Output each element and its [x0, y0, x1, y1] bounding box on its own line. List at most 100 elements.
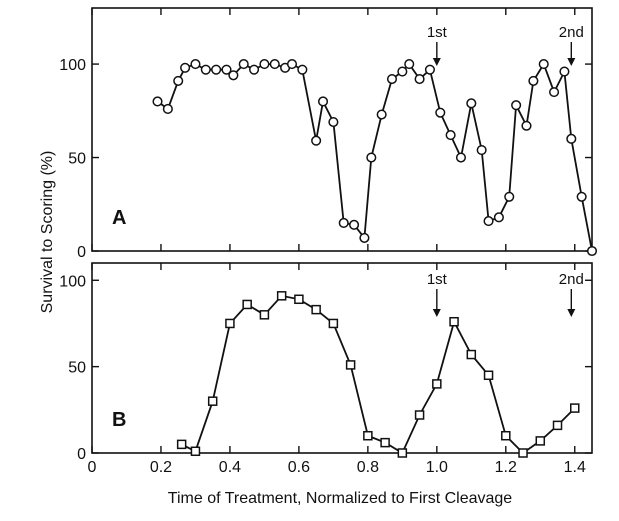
data-point: [493, 212, 504, 223]
annotation-arrow-head: [567, 309, 576, 317]
data-point: [190, 59, 201, 70]
data-point: [538, 59, 549, 70]
data-point: [445, 130, 456, 141]
data-point: [228, 70, 239, 81]
panel-letter: A: [112, 207, 126, 229]
data-point: [366, 152, 377, 163]
x-tick-label: 0.2: [150, 459, 172, 476]
data-point: [424, 64, 435, 75]
data-point: [152, 96, 163, 107]
data-point: [311, 135, 322, 146]
data-point: [190, 446, 201, 457]
y-tick-label: 100: [59, 57, 86, 74]
data-point: [386, 73, 398, 85]
series-line: [181, 294, 576, 455]
data-point: [549, 87, 560, 98]
data-point: [176, 439, 187, 450]
data-point: [162, 103, 173, 114]
data-point: [200, 64, 211, 75]
data-point: [559, 66, 570, 77]
annotation-label: 2nd: [559, 271, 584, 288]
plot-frame: [91, 7, 593, 252]
plot-frame: [91, 262, 593, 454]
x-tick-label: 1.2: [495, 459, 517, 476]
x-tick-label: 0: [88, 459, 97, 476]
data-point: [259, 59, 270, 70]
data-point: [311, 304, 321, 315]
x-tick-label: 1.4: [564, 459, 586, 476]
y-tick-label: 50: [68, 151, 86, 168]
data-point: [528, 75, 539, 86]
data-point: [476, 145, 487, 156]
data-point: [566, 133, 577, 144]
data-point: [328, 318, 339, 329]
data-point: [449, 316, 459, 327]
annotation-arrow-head: [432, 309, 441, 317]
y-axis-title: Survival to Scoring (%): [39, 151, 56, 314]
data-point: [211, 64, 222, 75]
data-point: [414, 410, 425, 420]
data-point: [518, 448, 528, 458]
data-point: [397, 448, 408, 458]
data-point: [404, 59, 415, 70]
data-point: [363, 430, 373, 441]
data-point: [238, 59, 249, 70]
data-point: [586, 245, 598, 257]
data-point: [414, 73, 425, 85]
data-point: [173, 75, 184, 86]
data-point: [297, 64, 308, 75]
data-point: [259, 310, 270, 320]
x-axis-title: Time of Treatment, Normalized to First C…: [168, 490, 513, 507]
data-point: [221, 64, 232, 75]
data-point: [180, 62, 191, 73]
annotation-arrow-head: [432, 58, 441, 66]
y-tick-label: 0: [77, 244, 86, 261]
data-point: [570, 403, 580, 413]
annotation-label: 1st: [427, 271, 448, 288]
data-point: [269, 59, 280, 70]
y-tick-label: 0: [77, 446, 86, 463]
data-point: [225, 318, 235, 329]
annotation-label: 1st: [427, 24, 448, 41]
data-point: [455, 152, 467, 163]
panel-letter: B: [112, 409, 126, 431]
data-point: [207, 396, 218, 406]
data-point: [338, 217, 349, 229]
data-point: [576, 191, 587, 202]
data-point: [501, 430, 511, 441]
data-point: [317, 96, 329, 107]
data-point: [432, 379, 442, 389]
y-tick-label: 100: [59, 273, 86, 290]
annotation-label: 2nd: [559, 24, 584, 41]
data-point: [483, 216, 494, 227]
panel-b: 0 50 100 0 0.2 0.4 0.6 0.8 1.0 1.2 1.4 B 1st 2nd: [59, 262, 593, 476]
x-tick-label: 0.8: [357, 459, 379, 476]
data-point: [328, 116, 339, 128]
data-point: [380, 437, 390, 448]
data-point: [535, 436, 546, 446]
data-point: [483, 370, 494, 381]
data-point: [242, 299, 252, 310]
x-tick-label: 0.6: [288, 459, 310, 476]
data-point: [552, 420, 563, 431]
data-point: [435, 107, 446, 118]
data-point: [294, 294, 304, 305]
data-point: [397, 66, 408, 77]
data-point: [511, 100, 522, 111]
annotation-arrow-head: [567, 58, 576, 66]
panel-a: 0 50 100 A 1st 2nd: [59, 7, 598, 261]
data-point: [349, 219, 360, 230]
data-point: [376, 109, 387, 120]
data-point: [521, 120, 532, 131]
data-point: [466, 98, 477, 109]
data-point: [276, 291, 287, 301]
data-point: [286, 59, 298, 70]
data-point: [345, 360, 356, 370]
data-point: [504, 191, 515, 202]
x-tick-label: 0.4: [219, 459, 241, 476]
y-tick-label: 50: [68, 360, 86, 377]
data-point: [466, 349, 477, 360]
x-tick-label: 1.0: [426, 459, 448, 476]
data-point: [359, 232, 370, 243]
